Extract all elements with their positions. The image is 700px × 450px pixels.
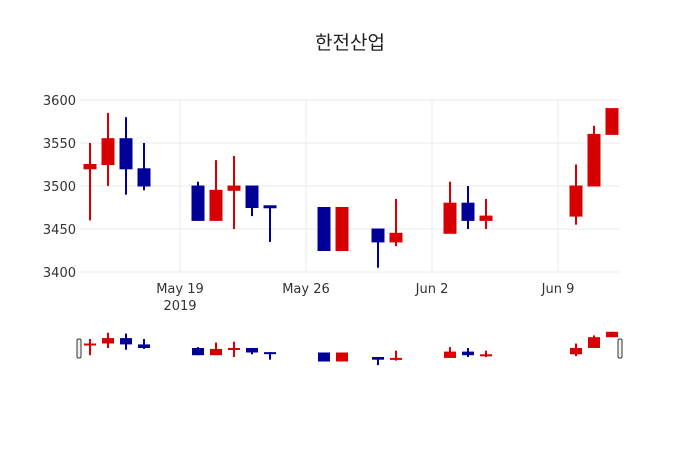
- candle: [245, 185, 259, 217]
- x-tick-sublabel: 2019: [163, 299, 196, 314]
- slider-candle: [606, 331, 618, 338]
- candle: [605, 108, 619, 135]
- candle: [209, 160, 223, 221]
- y-tick-label: 3450: [43, 223, 76, 238]
- y-tick-label: 3550: [43, 137, 76, 152]
- candle: [371, 228, 385, 268]
- slider-candle: [318, 352, 330, 362]
- y-tick-label: 3600: [43, 94, 76, 109]
- slider-candle: [336, 352, 348, 362]
- slider-candle: [372, 357, 384, 366]
- x-axis: May 19 2019 May 26 Jun 2 Jun 9: [156, 282, 574, 314]
- candle: [389, 198, 403, 247]
- x-tick-label: Jun 9: [541, 282, 575, 297]
- grid-lines: [80, 99, 620, 273]
- slider-candle: [480, 350, 492, 357]
- slider-candle: [210, 342, 222, 356]
- candle: [335, 207, 349, 251]
- candle: [101, 112, 115, 186]
- y-tick-label: 3400: [43, 266, 76, 281]
- candles: [83, 108, 619, 268]
- slider-candle: [102, 332, 114, 348]
- slider-candle: [228, 341, 240, 357]
- x-tick-label: May 26: [282, 282, 330, 297]
- candle: [83, 143, 97, 221]
- range-slider-left-handle[interactable]: [76, 338, 82, 359]
- slider-candle: [444, 347, 456, 358]
- slider-candle: [570, 343, 582, 357]
- chart-title: 한전산업: [315, 32, 385, 54]
- candle: [227, 155, 241, 229]
- candle: [587, 125, 601, 187]
- x-tick-label: May 19: [156, 282, 204, 297]
- y-tick-label: 3500: [43, 180, 76, 195]
- candle: [461, 186, 475, 229]
- slider-candle: [138, 339, 150, 349]
- slider-candle: [462, 348, 474, 357]
- slider-candle: [588, 335, 600, 348]
- candle: [263, 205, 277, 242]
- candle: [191, 181, 205, 221]
- slider-candle: [246, 348, 258, 355]
- slider-candle: [120, 333, 132, 350]
- slider-candle: [84, 339, 96, 356]
- candle: [137, 143, 151, 191]
- x-tick-label: Jun 2: [415, 282, 449, 297]
- range-slider[interactable]: [76, 331, 623, 366]
- candle: [443, 181, 457, 234]
- candle: [569, 164, 583, 225]
- slider-candle: [264, 352, 276, 360]
- y-axis: 3400 3450 3500 3550 3600: [43, 94, 76, 281]
- slider-candle: [390, 350, 402, 361]
- range-slider-right-handle[interactable]: [617, 338, 623, 359]
- candle: [479, 198, 493, 229]
- candle: [317, 207, 331, 251]
- candle: [119, 117, 133, 195]
- slider-candle: [192, 347, 204, 356]
